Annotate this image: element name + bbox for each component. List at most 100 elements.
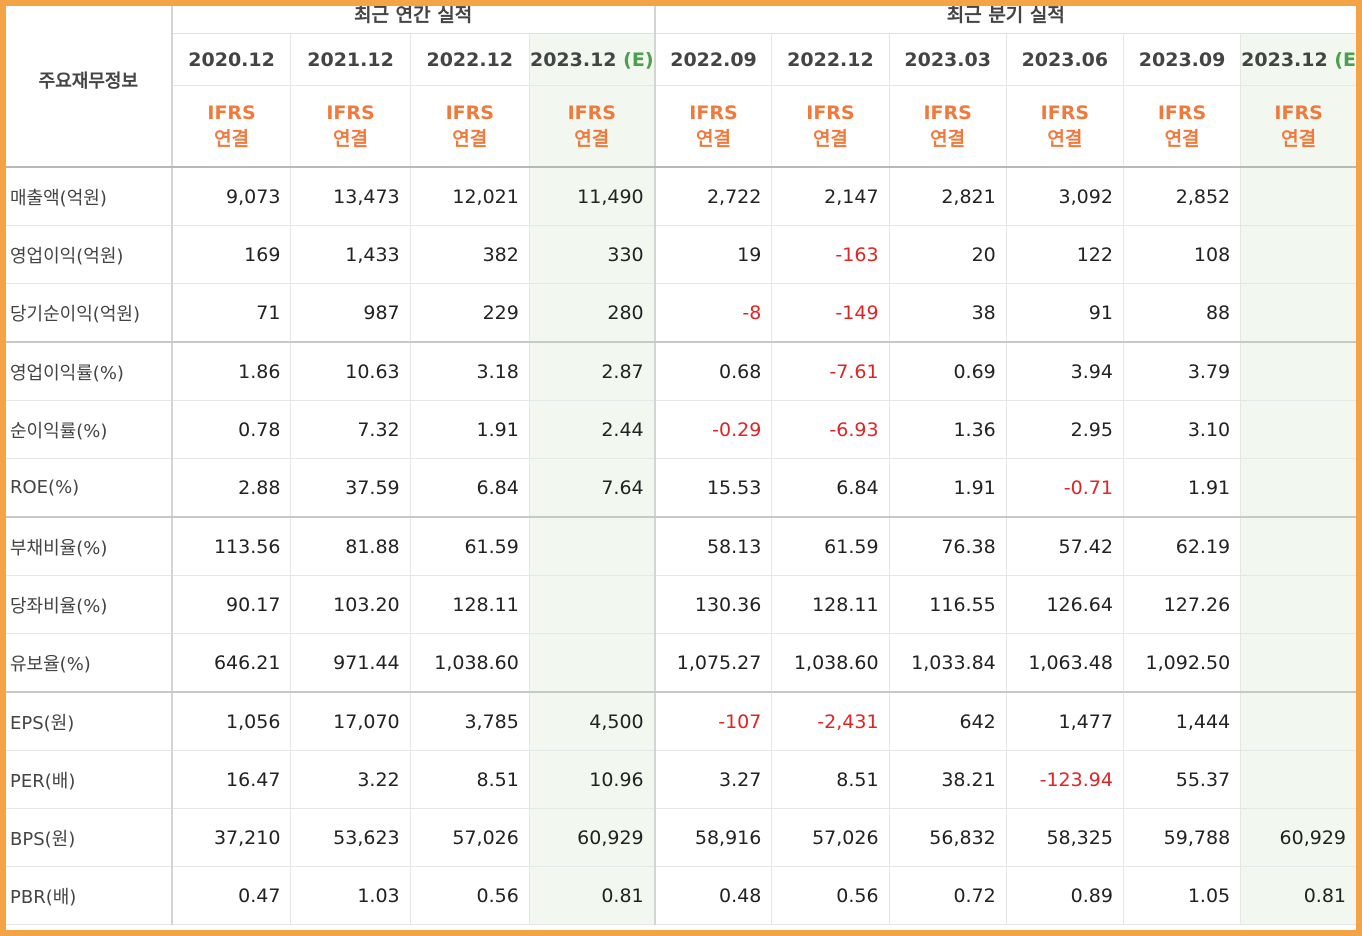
metric-label: PER(배)	[6, 750, 173, 809]
metric-value: 126.64	[1006, 575, 1124, 634]
period-label: 2023.06	[1021, 48, 1109, 71]
metric-value: -6.93	[771, 400, 890, 459]
metric-value: 1.91	[410, 400, 530, 459]
metric-value: 130.36	[654, 575, 773, 634]
row-header-title: 주요재무정보	[6, 6, 173, 168]
table-row: 영업이익률(%) 1.86 10.63 3.18 2.87 0.68 -7.61 0.69 3.…	[6, 342, 1356, 401]
metric-value	[1240, 575, 1356, 634]
metric-value	[1240, 692, 1356, 751]
basis-consolidation: 연결	[1047, 128, 1083, 150]
table-row: 유보율(%) 646.21 971.44 1,038.60 1,075.27 1,038.…	[6, 633, 1356, 693]
table-row: EPS(원) 1,056 17,070 3,785 4,500 -107 -2,431 642…	[6, 692, 1356, 751]
metric-value: 0.81	[529, 866, 656, 925]
metric-value: 19	[654, 225, 773, 284]
basis-standard: IFRS	[689, 102, 738, 124]
metric-value	[1240, 750, 1356, 809]
period-label: 2023.09	[1138, 48, 1226, 71]
metric-label: 부채비율(%)	[6, 517, 173, 576]
metric-value: 1,038.60	[410, 633, 530, 693]
metric-value: 1,444	[1123, 692, 1242, 751]
basis-consolidation: 연결	[214, 128, 250, 150]
metric-value: -107	[654, 692, 773, 751]
metric-value: 57,026	[771, 808, 890, 867]
metric-value: 15.53	[654, 458, 773, 518]
metric-value: 38.21	[889, 750, 1007, 809]
metric-value: 7.64	[529, 458, 656, 518]
metric-value: 3.18	[410, 342, 530, 401]
metric-value	[1240, 167, 1356, 226]
period-header: 2023.06	[1006, 33, 1124, 86]
metric-value: 1,056	[171, 692, 292, 751]
metric-value: -163	[771, 225, 890, 284]
basis-consolidation: 연결	[1281, 128, 1317, 150]
metric-value: 3.79	[1123, 342, 1242, 401]
metric-value: 128.11	[771, 575, 890, 634]
metric-value: -149	[771, 283, 890, 343]
metric-value: 3,092	[1006, 167, 1124, 226]
metric-value: 11,490	[529, 167, 656, 226]
basis-header: IFRS 연결	[771, 85, 890, 168]
metric-value: 642	[889, 692, 1007, 751]
metric-value	[1240, 225, 1356, 284]
metric-label: PBR(배)	[6, 866, 173, 925]
metric-value: 0.78	[171, 400, 292, 459]
basis-standard: IFRS	[326, 102, 375, 124]
metric-value: 122	[1006, 225, 1124, 284]
metric-value: 60,929	[1240, 808, 1356, 867]
period-label: 2022.09	[670, 48, 757, 71]
metric-value: -0.71	[1006, 458, 1124, 518]
basis-header: IFRS 연결	[171, 85, 292, 168]
metric-value: 646.21	[171, 633, 292, 693]
table-row: ROE(%) 2.88 37.59 6.84 7.64 15.53 6.84 1.91 -0.7…	[6, 458, 1356, 518]
estimate-marker: (E)	[623, 48, 654, 71]
metric-value: 113.56	[171, 517, 292, 576]
table-row: 영업이익(억원) 169 1,433 382 330 19 -163 20 122 108	[6, 225, 1356, 284]
metric-value: 169	[171, 225, 292, 284]
period-label: 2020.12	[188, 48, 275, 71]
metric-value: 1.36	[889, 400, 1007, 459]
metric-value: 0.72	[889, 866, 1007, 925]
basis-consolidation: 연결	[696, 128, 731, 150]
period-label: 2022.12	[426, 48, 514, 71]
metric-value: 1,075.27	[654, 633, 773, 693]
metric-value: 61.59	[410, 517, 530, 576]
period-label: 2022.12	[787, 48, 874, 71]
metric-value: 8.51	[771, 750, 890, 809]
period-label: 2023.03	[904, 48, 991, 71]
metric-value: 6.84	[771, 458, 890, 518]
metric-value: 20	[889, 225, 1007, 284]
metric-value: 1,038.60	[771, 633, 890, 693]
financial-summary-table: 주요재무정보 최근 연간 실적 최근 분기 실적 2020.12 2021.12 2…	[6, 6, 1356, 925]
metric-value: 987	[290, 283, 411, 343]
metric-value: 1,063.48	[1006, 633, 1124, 693]
metric-value: 0.89	[1006, 866, 1124, 925]
table-row: 매출액(억원) 9,073 13,473 12,021 11,490 2,722 2,147…	[6, 167, 1356, 226]
metric-value: 6.84	[410, 458, 530, 518]
metric-label: 당좌비율(%)	[6, 575, 173, 634]
metric-value: 127.26	[1123, 575, 1242, 634]
metric-value: 88	[1123, 283, 1242, 343]
metric-value: 10.96	[529, 750, 656, 809]
metric-value: 58.13	[654, 517, 773, 576]
metric-value: 1.86	[171, 342, 292, 401]
basis-standard: IFRS	[567, 102, 616, 124]
metric-value: 81.88	[290, 517, 411, 576]
table-row: 당좌비율(%) 90.17 103.20 128.11 130.36 128.11 116.…	[6, 575, 1356, 634]
basis-standard: IFRS	[1274, 102, 1323, 124]
metric-value: 2,821	[889, 167, 1007, 226]
table-row: PBR(배) 0.47 1.03 0.56 0.81 0.48 0.56 0.72 0.89 1.…	[6, 866, 1356, 925]
metric-value: 12,021	[410, 167, 530, 226]
group-header-quarterly: 최근 분기 실적	[654, 6, 1356, 34]
basis-consolidation: 연결	[1164, 128, 1200, 150]
metric-label: 순이익률(%)	[6, 400, 173, 459]
metric-label: BPS(원)	[6, 808, 173, 867]
table-row: 부채비율(%) 113.56 81.88 61.59 58.13 61.59 76.38 57…	[6, 517, 1356, 576]
metric-value: 57,026	[410, 808, 530, 867]
metric-value	[1240, 283, 1356, 343]
metric-value: 10.63	[290, 342, 411, 401]
metric-value: 1.05	[1123, 866, 1242, 925]
metric-value: 53,623	[290, 808, 411, 867]
period-header: 2023.12 (E)	[529, 33, 656, 86]
metric-value: 2.87	[529, 342, 656, 401]
period-label: 2023.12	[529, 48, 617, 71]
